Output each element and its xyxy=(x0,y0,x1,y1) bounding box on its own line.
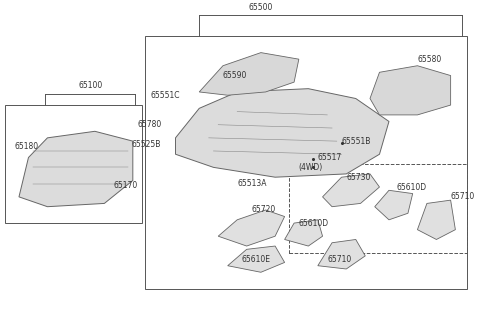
Polygon shape xyxy=(199,52,299,95)
Polygon shape xyxy=(228,246,285,272)
Polygon shape xyxy=(418,200,456,239)
Polygon shape xyxy=(375,190,413,220)
Text: 65500: 65500 xyxy=(249,3,273,11)
Polygon shape xyxy=(19,131,133,207)
Text: 65551B: 65551B xyxy=(342,137,371,146)
Text: 65100: 65100 xyxy=(78,81,102,90)
Text: 65780: 65780 xyxy=(137,120,161,129)
Text: 65551C: 65551C xyxy=(151,91,180,100)
Polygon shape xyxy=(323,174,380,207)
Text: (4WD): (4WD) xyxy=(299,163,323,172)
Polygon shape xyxy=(218,210,285,246)
Text: 65525B: 65525B xyxy=(132,140,161,149)
Text: 65710: 65710 xyxy=(327,255,351,264)
Text: 65513A: 65513A xyxy=(237,179,267,188)
Text: 65517: 65517 xyxy=(318,153,342,162)
Text: 65610D: 65610D xyxy=(396,182,426,192)
Text: 65180: 65180 xyxy=(14,142,38,151)
Polygon shape xyxy=(318,239,365,269)
Text: 65710: 65710 xyxy=(451,192,475,201)
Polygon shape xyxy=(176,89,389,177)
Polygon shape xyxy=(285,220,323,246)
Text: 65590: 65590 xyxy=(222,71,247,80)
Text: 65730: 65730 xyxy=(346,173,371,182)
Text: 65720: 65720 xyxy=(252,205,276,215)
Text: 65580: 65580 xyxy=(418,55,442,64)
Text: 65610D: 65610D xyxy=(299,218,329,228)
Text: 65610E: 65610E xyxy=(242,255,271,264)
Polygon shape xyxy=(370,66,451,115)
Text: 65170: 65170 xyxy=(114,181,138,190)
